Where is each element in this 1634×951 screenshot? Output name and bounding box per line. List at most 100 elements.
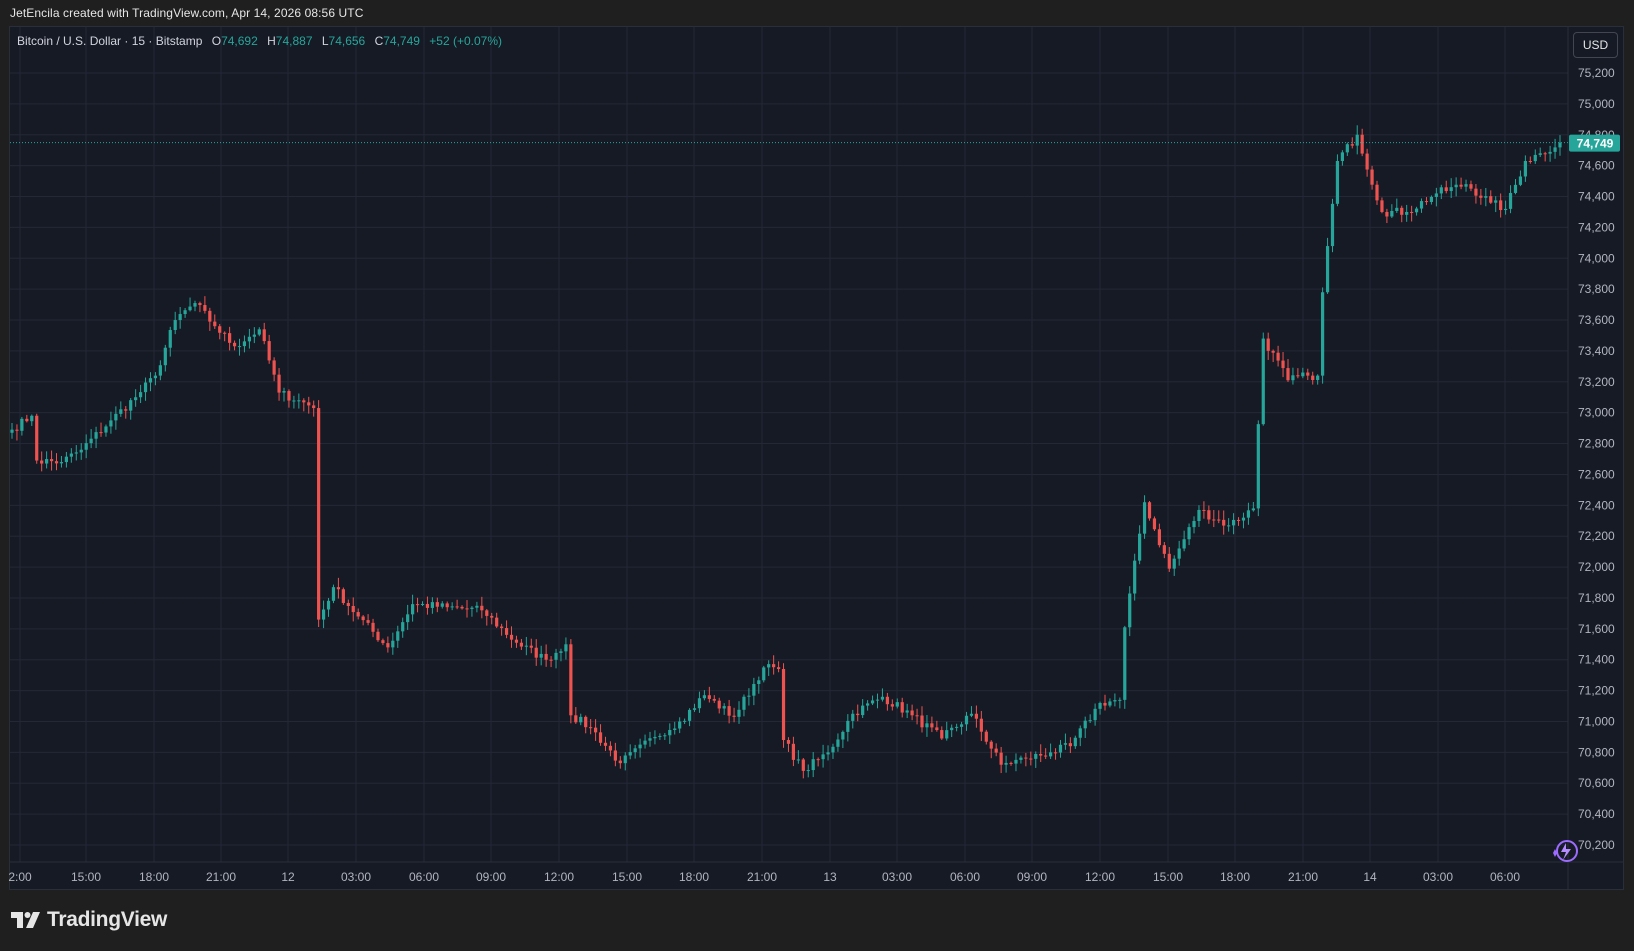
candle-down [1528, 161, 1532, 163]
candle-down [223, 332, 227, 334]
chart-attribution-header: JetEncila created with TradingView.com, … [10, 6, 364, 20]
candle-up [420, 603, 425, 605]
candles [10, 125, 1562, 779]
candle-up [321, 609, 326, 620]
candle-up [821, 754, 825, 760]
price-tick-label: 71,400 [1578, 653, 1615, 667]
candle-down [346, 603, 350, 606]
candle-up [69, 453, 73, 457]
candle-up [89, 438, 93, 444]
candle-down [361, 616, 365, 621]
candle-up [114, 413, 118, 421]
candle-up [119, 409, 123, 414]
candle-up [880, 696, 885, 700]
price-tick-label: 75,000 [1578, 97, 1615, 111]
time-tick-label: 06:00 [409, 870, 439, 884]
candle-up [1395, 207, 1399, 211]
candle-down [1375, 184, 1379, 201]
candle-up [702, 695, 706, 699]
candle-up [59, 462, 64, 464]
candle-down [495, 617, 499, 627]
candle-up [643, 740, 647, 745]
candle-down [519, 642, 524, 647]
candle-up [104, 426, 108, 433]
candle-down [1212, 519, 1216, 521]
time-tick-label: 12:00 [544, 870, 574, 884]
candle-up [193, 303, 197, 307]
candle-up [1073, 737, 1077, 747]
candle-down [504, 628, 509, 635]
chart-panel[interactable] [9, 26, 1624, 890]
candle-up [1113, 700, 1117, 702]
candle-down [198, 303, 202, 306]
candle-up [1192, 521, 1196, 528]
candle-down [208, 310, 212, 322]
candle-up [138, 392, 143, 398]
candle-down [915, 715, 919, 717]
candle-up [524, 645, 528, 647]
candle-down [727, 706, 731, 716]
candle-up [1439, 187, 1443, 194]
candle-down [989, 741, 993, 749]
candle-up [1019, 757, 1023, 760]
candle-up [851, 713, 855, 721]
candle-down [356, 612, 360, 617]
price-tick-label: 73,800 [1578, 282, 1615, 296]
candle-up [1182, 539, 1186, 549]
candle-down [336, 587, 341, 590]
candle-down [1152, 518, 1157, 530]
candle-down [307, 402, 311, 406]
grid-lines [10, 27, 1568, 862]
price-tick-label: 71,800 [1578, 591, 1615, 605]
time-tick-label: 12 [281, 870, 295, 884]
candle-up [1142, 502, 1147, 534]
candle-up [623, 755, 627, 764]
candle-down [351, 605, 355, 613]
candle-up [411, 604, 415, 615]
candle-up [173, 320, 177, 331]
candle-up [1429, 196, 1434, 202]
candle-down [930, 723, 934, 728]
candle-up [1088, 720, 1092, 722]
symbol-title[interactable]: Bitcoin / U.S. Dollar · 15 · Bitstamp [17, 34, 203, 48]
change-value: +52 (+0.07%) [429, 34, 503, 48]
candle-up [247, 336, 251, 342]
price-tick-label: 72,200 [1578, 529, 1615, 543]
low-value: 74,656 [328, 34, 366, 48]
candle-down [1400, 207, 1404, 215]
candle-down [1029, 758, 1033, 760]
price-tick-label: 73,000 [1578, 406, 1615, 420]
candle-up [668, 729, 672, 736]
candle-down [890, 704, 894, 707]
candle-down [920, 715, 924, 728]
candle-down [1370, 169, 1374, 185]
candle-up [64, 456, 69, 463]
candle-down [381, 640, 385, 644]
candle-up [757, 680, 761, 685]
candle-up [687, 709, 692, 721]
candle-up [143, 382, 148, 393]
price-tick-label: 73,400 [1578, 344, 1615, 358]
candle-up [1558, 142, 1562, 148]
time-tick-label: 18:00 [139, 870, 169, 884]
price-tick-label: 70,400 [1578, 807, 1615, 821]
candle-down [465, 608, 469, 610]
candle-up [1133, 560, 1137, 594]
candle-up [826, 752, 830, 755]
candle-down [203, 305, 207, 311]
candle-up [638, 744, 642, 749]
time-tick-label: 09:00 [476, 870, 506, 884]
candle-up [183, 310, 187, 315]
candle-down [425, 603, 430, 608]
candle-up [697, 698, 702, 709]
candle-down [15, 429, 19, 431]
candle-down [1499, 200, 1503, 211]
candle-up [292, 400, 296, 402]
candle-down [1424, 201, 1429, 203]
candle-up [875, 699, 880, 701]
currency-button[interactable]: USD [1573, 32, 1618, 58]
candle-up [836, 739, 840, 747]
time-tick-label: 21:00 [1288, 870, 1318, 884]
candle-up [554, 652, 558, 660]
